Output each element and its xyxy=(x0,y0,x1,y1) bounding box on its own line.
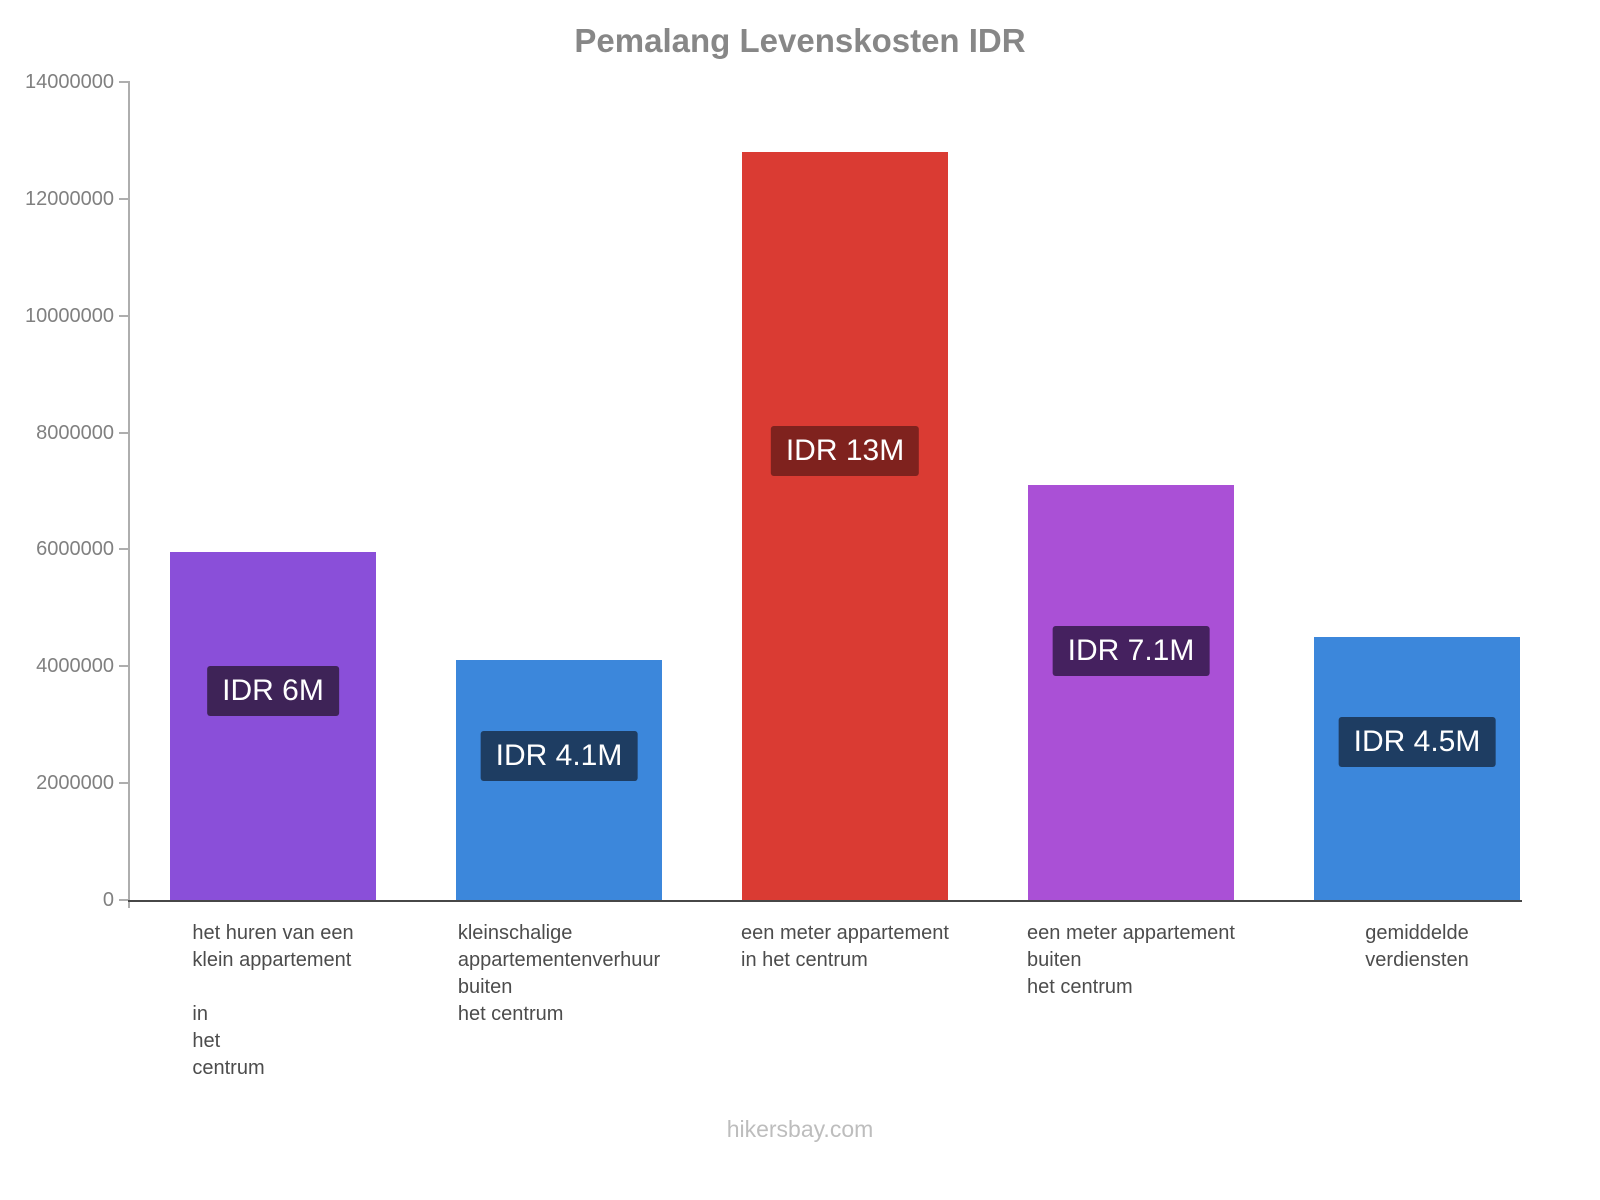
x-category-label-line: een meter appartement xyxy=(1027,922,1235,944)
plot-area: IDR 6M IDR 4.1M IDR 13M IDR 7.1M IDR 4.5M xyxy=(128,82,1560,908)
x-category-label: kleinschalige appartementenverhuur buiten h… xyxy=(458,920,660,1028)
y-tick-mark xyxy=(119,665,130,668)
x-category-label-line xyxy=(192,974,353,1001)
bar-value-label: IDR 13M xyxy=(770,426,920,477)
x-category-label-line: in xyxy=(192,1003,208,1025)
x-category-label-line: het xyxy=(192,1030,221,1052)
y-tick-label: 0 xyxy=(102,889,114,911)
y-tick-label: 10000000 xyxy=(25,304,114,327)
x-category-label: het huren van een klein appartement in het… xyxy=(192,920,353,1082)
y-tick-mark xyxy=(119,197,130,200)
y-tick-label: 4000000 xyxy=(36,655,114,678)
x-axis-line xyxy=(128,900,1522,902)
x-category-label-line: het huren van een xyxy=(192,922,354,944)
bar-5: IDR 4.5M xyxy=(1314,637,1520,900)
y-tick-mark xyxy=(119,81,130,83)
bar-value-label: IDR 4.1M xyxy=(480,731,638,782)
bar-value-label: IDR 6M xyxy=(207,666,339,717)
x-category-label: een meter appartement in het centrum xyxy=(741,920,949,974)
x-category-label-line: gemiddelde xyxy=(1365,922,1469,944)
x-category-label: een meter appartement buiten het centrum xyxy=(1027,920,1235,1001)
y-tick-mark xyxy=(119,899,130,901)
y-tick-mark xyxy=(119,548,130,551)
y-tick-label: 6000000 xyxy=(36,538,114,561)
bar-1: IDR 6M xyxy=(170,552,376,900)
x-category-label-line: het centrum xyxy=(457,1003,564,1025)
x-category-label-line: buiten xyxy=(457,976,513,998)
bar-value-label: IDR 7.1M xyxy=(1052,626,1210,677)
x-category-label-line: buiten xyxy=(1027,949,1082,971)
y-tick-label: 8000000 xyxy=(36,421,114,444)
y-tick-label: 2000000 xyxy=(36,772,114,795)
chart-title: Pemalang Levenskosten IDR xyxy=(574,22,1026,59)
y-tick-label: 12000000 xyxy=(25,187,114,210)
x-category-label-line: klein appartement xyxy=(192,949,352,971)
x-category-label-line: appartementenverhuur xyxy=(457,949,661,971)
x-category-label: gemiddelde verdiensten xyxy=(1365,920,1468,974)
x-category-label-line: een meter appartement xyxy=(741,922,949,944)
bar-2: IDR 4.1M xyxy=(456,660,662,900)
y-axis-line xyxy=(128,82,130,908)
x-category-label-line: kleinschalige xyxy=(457,922,573,944)
y-tick-mark xyxy=(119,431,130,434)
y-tick-label: 14000000 xyxy=(25,71,114,93)
bar-4: IDR 7.1M xyxy=(1028,485,1234,900)
x-category-label-line: in het centrum xyxy=(741,949,868,971)
y-tick-mark xyxy=(119,314,130,317)
y-tick-mark xyxy=(119,782,130,785)
watermark: hikersbay.com xyxy=(726,1116,874,1142)
x-category-label-line: centrum xyxy=(192,1057,265,1079)
x-category-label-line: verdiensten xyxy=(1365,949,1469,971)
bar-value-label: IDR 4.5M xyxy=(1338,717,1496,768)
x-category-label-line: het centrum xyxy=(1027,976,1133,998)
bar-3: IDR 13M xyxy=(742,152,948,900)
